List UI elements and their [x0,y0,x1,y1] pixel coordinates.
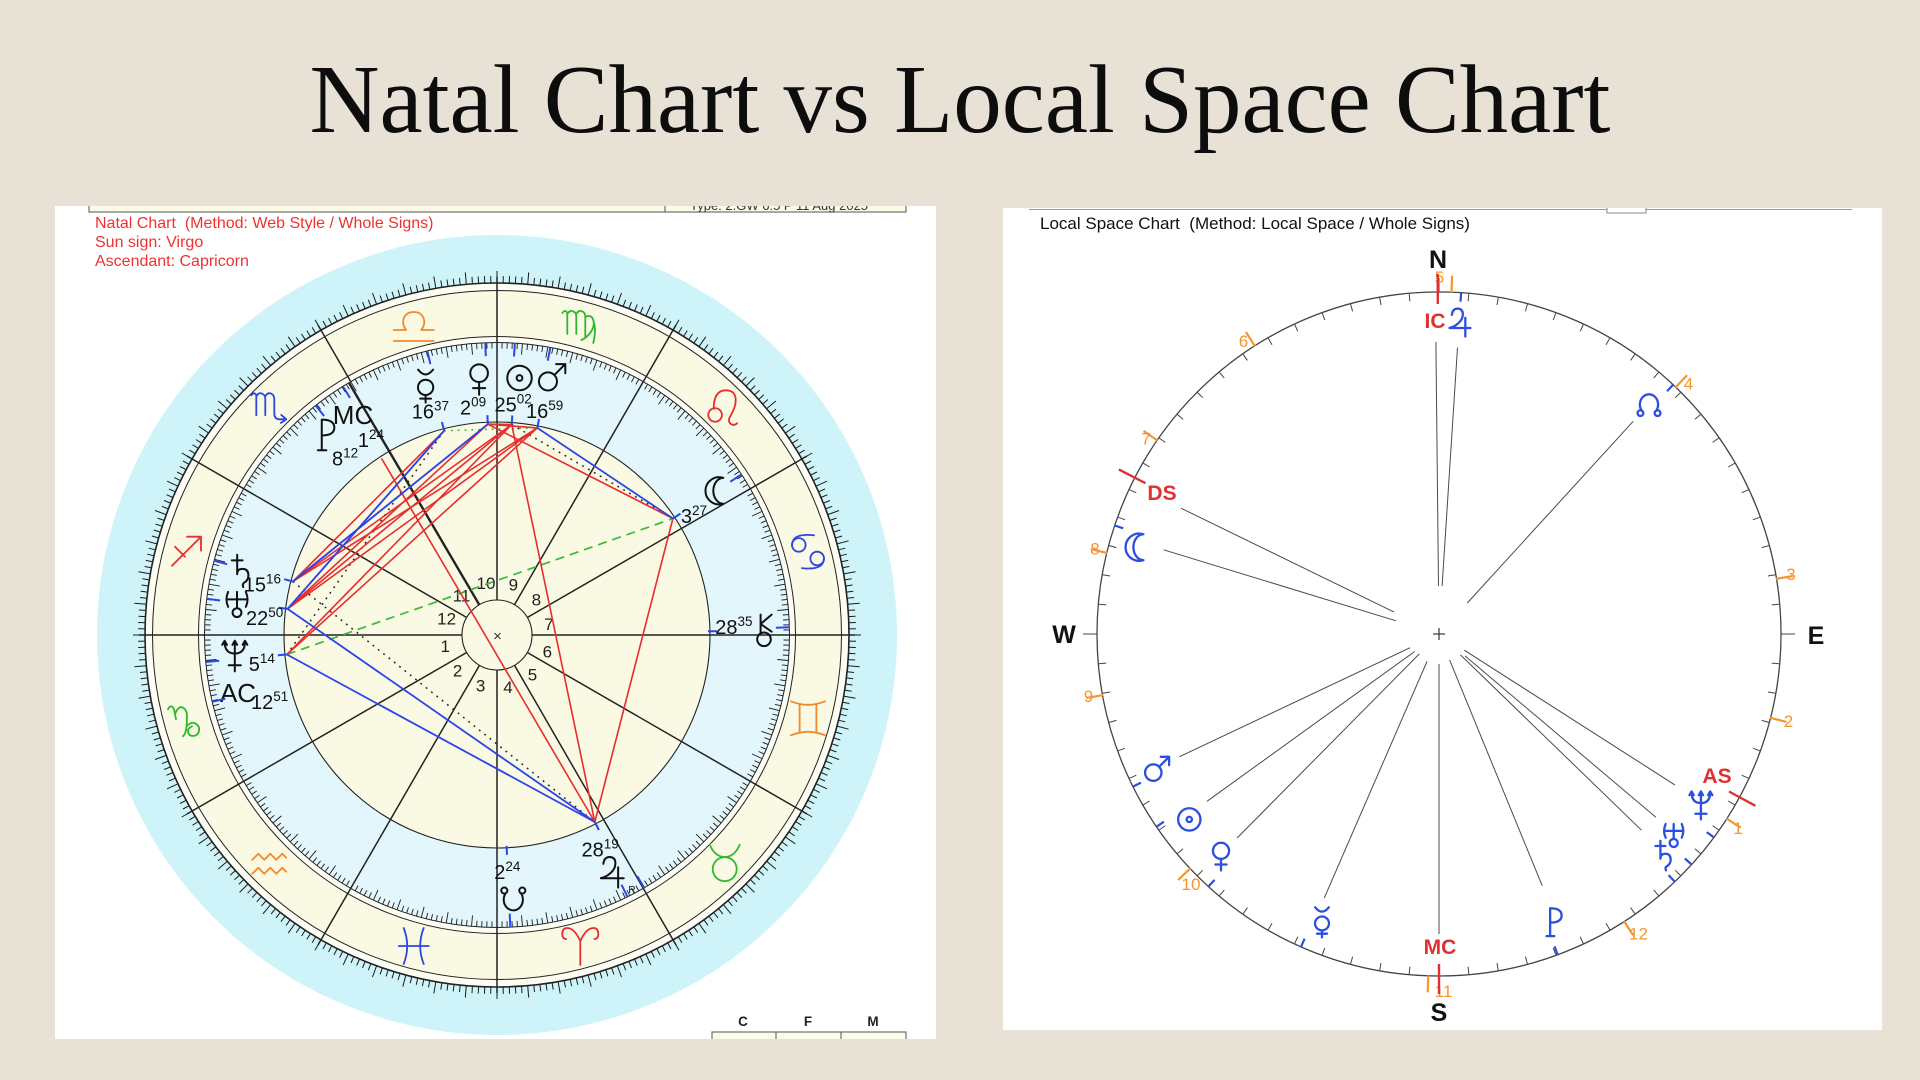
svg-text:1659: 1659 [526,398,563,423]
svg-text:MC: MC [1424,936,1457,959]
svg-text:×: × [493,628,502,645]
svg-text:5: 5 [528,665,537,684]
svg-text:W: W [1052,621,1076,649]
svg-text:12: 12 [437,610,456,629]
svg-text:4: 4 [503,678,512,697]
svg-text:3: 3 [476,676,485,695]
svg-text:12: 12 [1629,925,1648,944]
svg-text:8: 8 [532,591,541,610]
svg-text:Type: 2.GW 6:5 P 11 Aug 2025: Type: 2.GW 6:5 P 11 Aug 2025 [690,198,868,213]
svg-text:6: 6 [1239,332,1248,351]
svg-text:M: M [867,1014,878,1029]
svg-text:DS: DS [1147,482,1176,505]
svg-text:9: 9 [1084,687,1093,706]
svg-text:N: N [1429,246,1447,274]
svg-text:2: 2 [1784,712,1793,731]
svg-text:8: 8 [1090,540,1099,559]
svg-text:4: 4 [1684,375,1693,394]
svg-text:7: 7 [544,615,553,634]
svg-text:R: R [628,885,635,896]
svg-text:1516: 1516 [244,571,281,596]
svg-text:MC: MC [333,400,373,430]
svg-text:3: 3 [1786,565,1795,584]
svg-text:IC: IC [1425,310,1446,333]
svg-text:Local Space Chart (Method: Lo: Local Space Chart (Method: Local Space /… [1040,214,1470,233]
svg-text:6: 6 [543,642,552,661]
svg-text:5: 5 [1435,268,1444,287]
svg-text:AC: AC [220,678,256,708]
svg-text:E: E [1808,622,1825,650]
svg-text:F: F [804,1014,812,1029]
svg-text:9: 9 [509,576,518,595]
svg-text:10: 10 [1182,875,1201,894]
svg-text:S: S [1431,999,1448,1027]
svg-text:7: 7 [1141,430,1150,449]
svg-text:209: 209 [460,394,486,419]
svg-text:AS: AS [1702,765,1731,788]
svg-text:2819: 2819 [582,837,619,862]
svg-text:1637: 1637 [412,399,449,424]
svg-text:Sun sign: Virgo: Sun sign: Virgo [95,234,203,251]
svg-text:1: 1 [1733,819,1742,838]
svg-text:2835: 2835 [715,614,752,639]
svg-text:C: C [738,1014,748,1029]
svg-text:1: 1 [440,637,449,656]
svg-text:Ascendant: Capricorn: Ascendant: Capricorn [95,253,249,270]
svg-text:Natal Chart (Method: Web Styl: Natal Chart (Method: Web Style / Whole S… [95,215,434,232]
svg-text:2: 2 [453,662,462,681]
